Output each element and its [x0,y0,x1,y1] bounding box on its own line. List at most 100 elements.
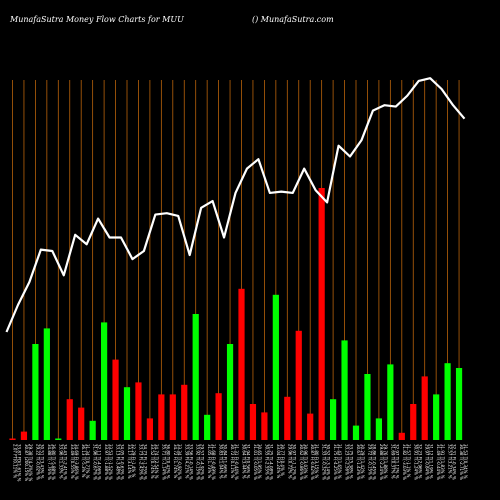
bar-up [123,387,131,440]
x-tick-label: 31.33 T(-0.32% % [322,444,327,480]
x-tick-label: 29.97 T(-0.84% % [425,444,430,480]
x-tick-label: 31.05 F(1.73% % [207,444,212,479]
x-tick-label: 33.13 F(-3.48% % [116,444,121,480]
bar-down [9,438,16,440]
x-tick-label: 30.29 T(1.42% % [360,444,365,479]
x-tick-label: 31.49 T(-0.44% % [436,444,441,480]
x-tick-label: 31.01 T(-0.05% % [253,444,258,480]
x-tick-label: 30.87 F(-0.62% % [310,444,315,480]
x-tick-label: 33.96 T(1.33% % [58,444,63,479]
x-tick-label: 31.57 T(-1.1% % [406,444,411,478]
x-tick-label: 31.53 T(0.34% % [463,444,468,479]
x-tick-label: 33.92 T(-0.15% % [196,444,201,480]
x-tick-label: 31.31 F(-0.44% % [234,444,239,480]
bar-down [295,330,302,440]
x-tick-label: 30.72 F(0.11% % [230,444,235,479]
bar-up [387,364,394,440]
x-tick-label: 29.96 T(0.72% % [287,444,292,479]
x-tick-label: 30.77 F(0.4% % [280,444,285,476]
x-tick-label: 31.91 T(1.83% % [440,444,445,479]
bar-up [341,340,348,440]
bar-down [169,394,176,440]
x-tick-label: 33.17 T(3.14% % [127,444,132,479]
bar-down [238,288,245,440]
x-tick-label: 31.69 T(0.37% % [390,444,395,479]
x-tick-label: 30.97 T(-1.12% % [291,444,296,480]
x-tick-label: 30.51 T(3.43% % [39,444,44,479]
bar-down [146,418,153,440]
x-tick-label: 34.69 F(-3.86% % [74,444,79,480]
x-tick-label: 34.88 T(-7.76% % [47,444,52,480]
bar-up [444,363,451,440]
x-tick-label: 31.68 F(-0.49% % [211,444,216,480]
bar-up [204,414,211,440]
x-tick-label: 31.82 T(-3.03% % [402,444,407,480]
x-tick-label: 30.65 T(1.95% % [257,444,262,479]
x-tick-label: 33.53 T(-1.52% % [108,444,113,480]
x-tick-label: 29.38 T(4.3%)% % [28,444,33,482]
site-credit: () MunafaSutra.com [252,15,334,24]
bar-down [307,413,314,440]
x-tick-label: 34.74 T(2.54% % [154,444,159,479]
bar-down [421,376,428,440]
x-tick-label: 33.87 FD(1.61% % [17,444,22,482]
bar-down [318,188,325,440]
x-tick-label: 31.12 T(1.19% % [429,444,434,479]
bar-down [78,407,85,440]
x-tick-label: 29.72 T(-0.15% % [367,444,372,480]
x-tick-label: 30.96 T(3.03% % [303,444,308,479]
x-tick-label: 31.75 F(-4.25% % [333,444,338,480]
bar-up [43,328,50,440]
bar-up [226,344,234,440]
x-tick-label: 32.29 F(-1.4% % [131,444,136,477]
x-tick-label: 2.07 FT(0.11% % [13,444,18,478]
bar-down [249,404,257,440]
bar-up [364,374,371,440]
x-tick-label: 31.34 T(0.77% % [85,444,90,479]
x-tick-label: 32.31 F(-0.34% % [452,444,457,480]
bar-down [398,432,405,440]
x-tick-label: 29.22 T(-0.02% % [35,444,40,480]
x-tick-label: 30.83 T(1.04% % [219,444,224,479]
bar-down [261,412,268,440]
x-tick-label: 30.84 F(1.66% % [223,444,228,479]
x-tick-label: 29.76 T(1.88% % [383,444,388,479]
bar-up [101,322,108,440]
x-tick-label: 30.52 T(-3.14% % [326,444,331,480]
money-flow-line [5,77,466,333]
x-tick-label: 30.55 F(-2.55% % [264,444,269,480]
x-tick-label: 30.38 T(-2.71% % [459,444,464,480]
bar-down [410,404,417,440]
bar-up [330,399,337,440]
x-tick-label: 33.56 F(-0.14% % [188,444,193,480]
x-axis-tick-labels: 2.07 FT(0.11% % 33.87 FD(1.61% % 30.87 (20… [13,444,469,482]
x-tick-label: 33.23 T(-2.56% % [345,444,350,480]
x-tick-label: 31.80 F(3.15% % [314,444,319,479]
x-tick-label: 36.80 T(0.42% % [165,444,170,479]
x-tick-label: 32.23 F(2.96% % [417,444,422,479]
bar-up [89,420,96,440]
x-tick-label: 34.72 F(1.74% % [173,444,178,479]
x-tick-label: 34.73 F(-1.25% % [142,444,147,480]
x-tick-label: 33.97 T(-1.88% % [104,444,109,480]
bar-up [272,294,279,440]
x-tick-label: 35.71 T(-1.14% % [161,444,166,480]
bar-down [135,382,142,440]
bar-down [284,396,291,440]
bar-up [455,368,463,440]
money-flow-line-layer [5,77,466,333]
x-tick-label: 32.97 T(1.12% % [394,444,399,479]
bars [9,188,463,440]
x-tick-label: 36.13 T(-5.3% % [81,444,86,478]
x-tick-label: 33.04 F(2.24% % [276,444,281,479]
bar-up [192,314,199,440]
x-tick-label: 29.88 T(-2.24% % [379,444,384,480]
bar-down [66,399,73,440]
bar-up [433,394,440,440]
x-tick-label: 30.64 T(3.44% % [242,444,247,479]
x-tick-label: 30.91 T(-1.24% % [413,444,418,480]
x-tick-label: 36.80 T(-5.88% % [51,444,56,480]
bar-up [55,438,62,440]
